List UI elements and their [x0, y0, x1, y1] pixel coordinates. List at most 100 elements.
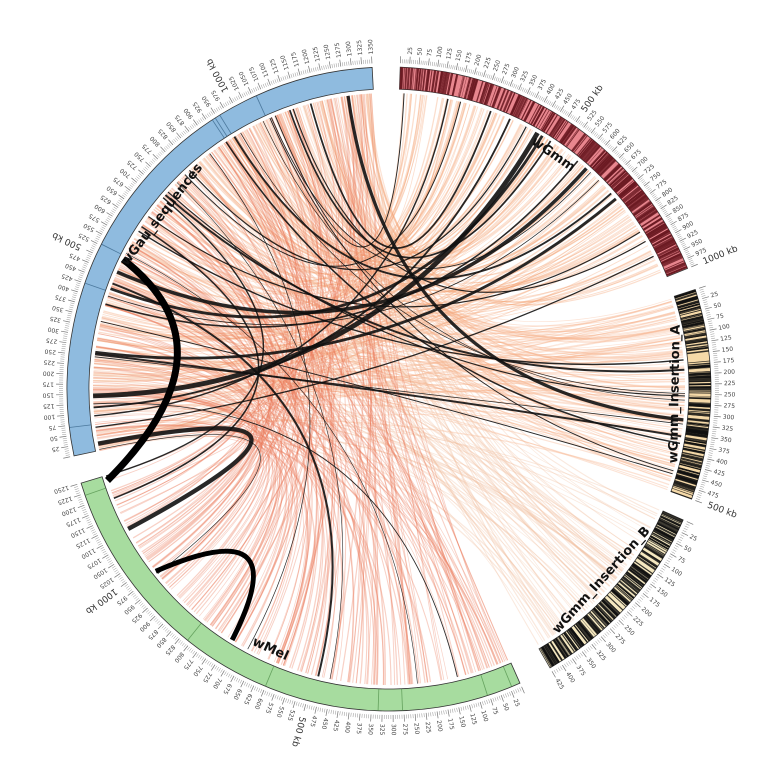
tick-mark	[513, 83, 516, 88]
tick-label: 175	[648, 596, 661, 609]
link-ribbon	[96, 420, 660, 511]
tick-mark	[335, 710, 337, 715]
tick-mark	[709, 448, 717, 451]
segment-band	[549, 641, 563, 662]
link-ribbon	[118, 268, 292, 643]
segment-band	[578, 138, 593, 157]
segment-band	[645, 544, 665, 557]
tick-mark	[181, 642, 185, 647]
tick-mark	[315, 67, 317, 72]
tick-mark	[686, 254, 691, 257]
segment-band	[401, 688, 403, 711]
tick-label: 875	[146, 628, 159, 641]
link-ribbon	[294, 95, 428, 246]
link-ribbon	[242, 131, 672, 478]
segment-band	[542, 646, 556, 666]
tick-mark	[343, 711, 345, 716]
tick-mark	[704, 306, 712, 310]
tick-mark	[196, 653, 199, 657]
tick-mark	[572, 658, 577, 665]
link-ribbon	[108, 94, 424, 318]
tick-mark	[434, 711, 436, 716]
tick-mark	[76, 282, 81, 285]
tick-mark	[57, 351, 66, 354]
segment-band	[531, 105, 543, 126]
tick-mark	[104, 221, 109, 224]
tick-mark	[125, 189, 130, 193]
segment-band	[676, 474, 698, 482]
tick-mark	[180, 641, 183, 645]
tick-label: 375	[54, 293, 67, 303]
tick-mark	[488, 74, 491, 79]
tick-mark	[668, 219, 673, 222]
segment-band	[686, 428, 709, 433]
tick-label: 275	[723, 402, 735, 410]
tick-mark	[192, 119, 198, 126]
tick-label: 1250	[53, 484, 70, 495]
tick-mark	[125, 585, 130, 589]
link-ribbon	[131, 241, 676, 466]
tick-mark	[62, 339, 67, 341]
tick-mark	[623, 614, 627, 618]
tick-mark	[114, 569, 118, 573]
link-ribbon	[326, 99, 678, 455]
tick-mark	[569, 114, 573, 118]
tick-mark	[66, 317, 71, 319]
segment-band	[671, 487, 693, 496]
tick-mark	[208, 662, 212, 666]
tick-mark	[659, 204, 664, 208]
tick-label: 50	[682, 544, 692, 554]
tick-label: 1175	[290, 51, 301, 68]
link-ribbon	[113, 279, 467, 676]
tick-mark	[331, 63, 333, 68]
tick-mark	[150, 160, 154, 164]
link-ribbon	[205, 96, 439, 261]
segment-band	[646, 223, 667, 237]
segment-band	[679, 307, 701, 315]
segment-band	[657, 521, 678, 533]
tick-mark	[454, 65, 456, 70]
link-ribbon	[147, 190, 275, 561]
segment-band	[658, 248, 680, 260]
link-ribbon	[335, 97, 506, 662]
tick-mark	[703, 301, 708, 303]
tick-label: 875	[677, 211, 691, 223]
segment-band	[377, 688, 380, 711]
segment-band	[679, 306, 701, 313]
link-ribbon	[160, 200, 377, 685]
link-ribbon	[189, 169, 481, 671]
tick-mark	[68, 308, 73, 311]
segment-band	[581, 619, 596, 637]
link-highlight	[105, 197, 265, 477]
tick-mark	[237, 95, 241, 100]
tick-mark	[224, 102, 228, 107]
segment-band	[661, 511, 683, 523]
link-ribbon	[123, 257, 272, 597]
tick-mark	[705, 467, 710, 469]
tick-label: 25	[512, 698, 521, 708]
segment-band	[515, 97, 526, 118]
segment-band	[400, 67, 403, 90]
tick-mark	[578, 654, 581, 658]
tick-label: 250	[492, 59, 502, 72]
tick-mark	[645, 184, 649, 188]
link-ribbon	[362, 94, 615, 582]
segment-band	[562, 126, 577, 145]
tick-mark	[91, 245, 96, 248]
link-highlight-thick	[105, 256, 181, 483]
tick-mark	[247, 90, 250, 95]
segment-band	[658, 519, 680, 531]
segment-band	[677, 300, 700, 309]
tick-mark	[214, 108, 217, 113]
tick-mark	[220, 669, 223, 673]
tick-mark	[682, 530, 687, 533]
segment-band	[685, 342, 708, 348]
tick-mark	[606, 631, 610, 635]
segment-band	[665, 263, 687, 274]
link-ribbon	[279, 113, 559, 261]
tick-mark	[676, 234, 681, 237]
tick-label: 275	[501, 62, 512, 75]
tick-mark	[73, 494, 81, 498]
major-tick-label: 1000 kb	[205, 56, 232, 93]
tick-mark	[156, 620, 160, 624]
